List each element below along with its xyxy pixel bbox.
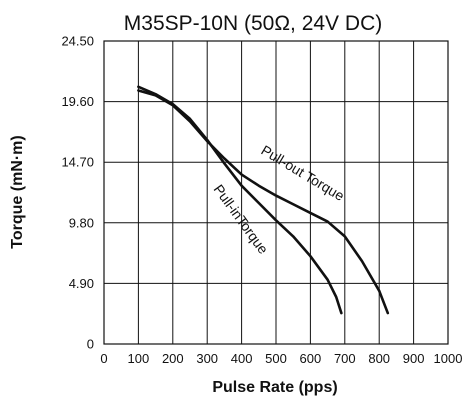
y-axis-label: Torque (mN·m) [9,135,26,248]
x-tick-label-10: 1000 [434,351,463,366]
y-tick-label-0: 0 [87,337,94,352]
y-tick-label-1: 4.90 [69,276,94,291]
x-tick-label-9: 900 [403,351,425,366]
tick-layer: 0 100 200 300 400 500 600 700 800 900 1000 0 4.90 9.8… [61,34,462,367]
x-tick-label-0: 0 [100,351,107,366]
y-tick-label-4: 19.60 [61,94,94,109]
y-tick-label-3: 14.70 [61,155,94,170]
x-tick-label-3: 300 [196,351,218,366]
chart-title: M35SP-10N (50Ω, 24V DC) [124,12,382,35]
series-layer [138,87,387,313]
x-tick-label-4: 400 [231,351,253,366]
x-tick-label-7: 700 [334,351,356,366]
x-tick-label-6: 600 [300,351,322,366]
x-tick-label-2: 200 [162,351,184,366]
x-tick-label-8: 800 [368,351,390,366]
x-tick-label-1: 100 [128,351,150,366]
series-line-pull-out-torque [138,90,387,313]
grid [104,41,448,344]
series-line-pull-in-torque [138,87,341,313]
pull-out-torque-label: Pull-out Torque [258,142,347,204]
y-tick-label-2: 9.80 [69,215,94,230]
x-tick-label-5: 500 [265,351,287,366]
x-axis-label: Pulse Rate (pps) [212,379,337,396]
y-tick-label-5: 24.50 [61,34,94,49]
